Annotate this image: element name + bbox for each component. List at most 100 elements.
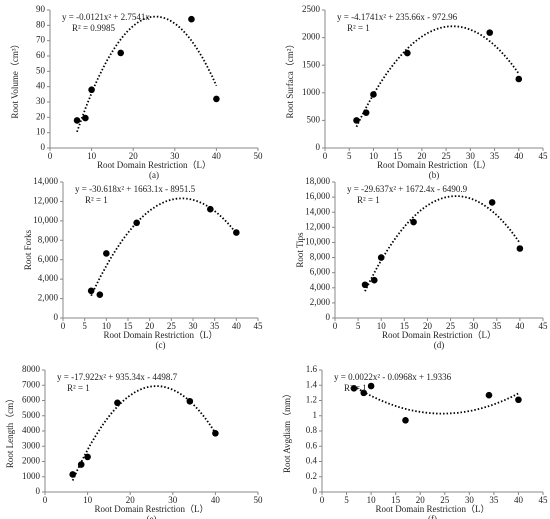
- y-tick-label: 1.4: [306, 379, 318, 389]
- data-point: [367, 382, 375, 390]
- y-tick-label: 14,000: [33, 176, 58, 186]
- x-tick-label: 10: [83, 495, 93, 505]
- data-point: [402, 417, 409, 424]
- x-axis-label: Root Domain Restriction（L）: [97, 160, 211, 170]
- x-tick-label: 20: [126, 495, 136, 505]
- y-axis-label: Root Length（cm）: [5, 394, 15, 468]
- data-point: [84, 453, 91, 461]
- x-tick-label: 45: [539, 495, 549, 505]
- data-point: [361, 281, 369, 289]
- x-tick-label: 30: [469, 321, 479, 331]
- y-tick-label: 70: [36, 35, 46, 45]
- x-tick-label: 35: [492, 321, 502, 331]
- y-tick-label: 2000: [302, 32, 321, 42]
- equation: y = -4.1741x² + 235.66x - 972.96: [337, 12, 458, 22]
- y-tick-label: 0: [326, 312, 331, 322]
- x-tick-label: 15: [393, 151, 403, 161]
- equation: y = 0.0022x² - 0.0968x + 1.9336: [334, 372, 452, 382]
- y-tick-label: 18,000: [305, 176, 330, 186]
- equation: y = -0.0121x² + 2.7541x: [62, 12, 150, 22]
- y-tick-label: 0.2: [306, 471, 317, 481]
- x-tick-label: 35: [489, 495, 499, 505]
- r-squared: R² = 1: [85, 195, 108, 205]
- trendline: [76, 15, 218, 133]
- x-axis-label: Root Domain Restriction（L）: [376, 504, 490, 514]
- y-tick-label: 4,000: [38, 273, 59, 283]
- y-tick-label: 10,000: [33, 215, 58, 225]
- y-axis-label: Root Volume（cm³）: [10, 39, 20, 118]
- y-tick-label: 0: [41, 142, 46, 152]
- x-tick-label: 35: [490, 151, 500, 161]
- y-tick-label: 500: [307, 114, 321, 124]
- data-point: [485, 391, 493, 399]
- x-tick-label: 40: [514, 151, 524, 161]
- data-point: [370, 276, 378, 284]
- data-point: [103, 250, 110, 257]
- y-tick-label: 0: [36, 486, 41, 496]
- y-tick-label: 14,000: [305, 206, 330, 216]
- x-tick-label: 50: [254, 151, 264, 161]
- trendline: [355, 25, 520, 128]
- x-tick-label: 30: [466, 151, 476, 161]
- y-tick-label: 8,000: [38, 234, 59, 244]
- x-tick-label: 30: [189, 321, 199, 331]
- x-tick-label: 20: [129, 151, 139, 161]
- y-tick-label: 0.6: [306, 440, 318, 450]
- y-tick-label: 7000: [22, 379, 41, 389]
- data-point: [73, 117, 81, 124]
- r-squared: R² = 1: [347, 23, 370, 33]
- trendline: [71, 385, 217, 481]
- x-tick-label: 20: [145, 321, 155, 331]
- data-point: [370, 91, 377, 98]
- data-point: [362, 109, 370, 116]
- y-tick-label: 6,000: [38, 254, 59, 264]
- x-tick-label: 40: [211, 495, 221, 505]
- data-point: [377, 254, 385, 261]
- x-tick-label: 25: [167, 321, 177, 331]
- x-tick-label: 5: [82, 321, 87, 331]
- y-tick-label: 30: [36, 96, 46, 106]
- x-tick-label: 0: [323, 151, 328, 161]
- x-tick-label: 40: [515, 321, 525, 331]
- x-tick-label: 10: [367, 495, 377, 505]
- panel-label: (a): [149, 170, 159, 180]
- data-point: [410, 218, 417, 226]
- y-axis-label: Root Tips: [295, 232, 305, 268]
- y-tick-label: 80: [36, 19, 46, 29]
- y-tick-label: 0: [316, 142, 321, 152]
- data-point: [188, 15, 195, 23]
- y-tick-label: 0.8: [306, 425, 318, 435]
- y-tick-label: 8,000: [310, 252, 331, 262]
- r-squared: R² = 1: [344, 383, 367, 393]
- y-tick-label: 0: [313, 486, 318, 496]
- x-tick-label: 20: [417, 151, 427, 161]
- y-tick-label: 20: [36, 111, 46, 121]
- x-tick-label: 5: [347, 151, 352, 161]
- y-tick-label: 1500: [302, 59, 321, 69]
- x-tick-label: 15: [391, 495, 401, 505]
- y-tick-label: 1000: [302, 87, 321, 97]
- x-tick-label: 15: [400, 321, 410, 331]
- data-point: [515, 75, 523, 83]
- data-point: [233, 229, 240, 236]
- data-point: [114, 399, 121, 407]
- x-tick-label: 10: [102, 321, 112, 331]
- x-tick-label: 35: [210, 321, 220, 331]
- data-point: [87, 287, 95, 295]
- x-tick-label: 25: [446, 321, 456, 331]
- data-point: [404, 49, 411, 57]
- r-squared: R² = 1: [357, 195, 380, 205]
- data-point: [96, 291, 104, 298]
- x-tick-label: 20: [416, 495, 426, 505]
- x-tick-label: 0: [320, 495, 325, 505]
- equation: y = -17.922x² + 935.34x - 4498.7: [57, 372, 178, 382]
- y-tick-label: 0.4: [306, 456, 318, 466]
- x-tick-label: 40: [212, 151, 222, 161]
- data-point: [77, 461, 85, 468]
- x-tick-label: 50: [254, 495, 264, 505]
- y-tick-label: 5000: [22, 410, 41, 420]
- data-point: [186, 397, 194, 405]
- panel-label: (e): [147, 514, 157, 519]
- y-tick-label: 12,000: [305, 221, 330, 231]
